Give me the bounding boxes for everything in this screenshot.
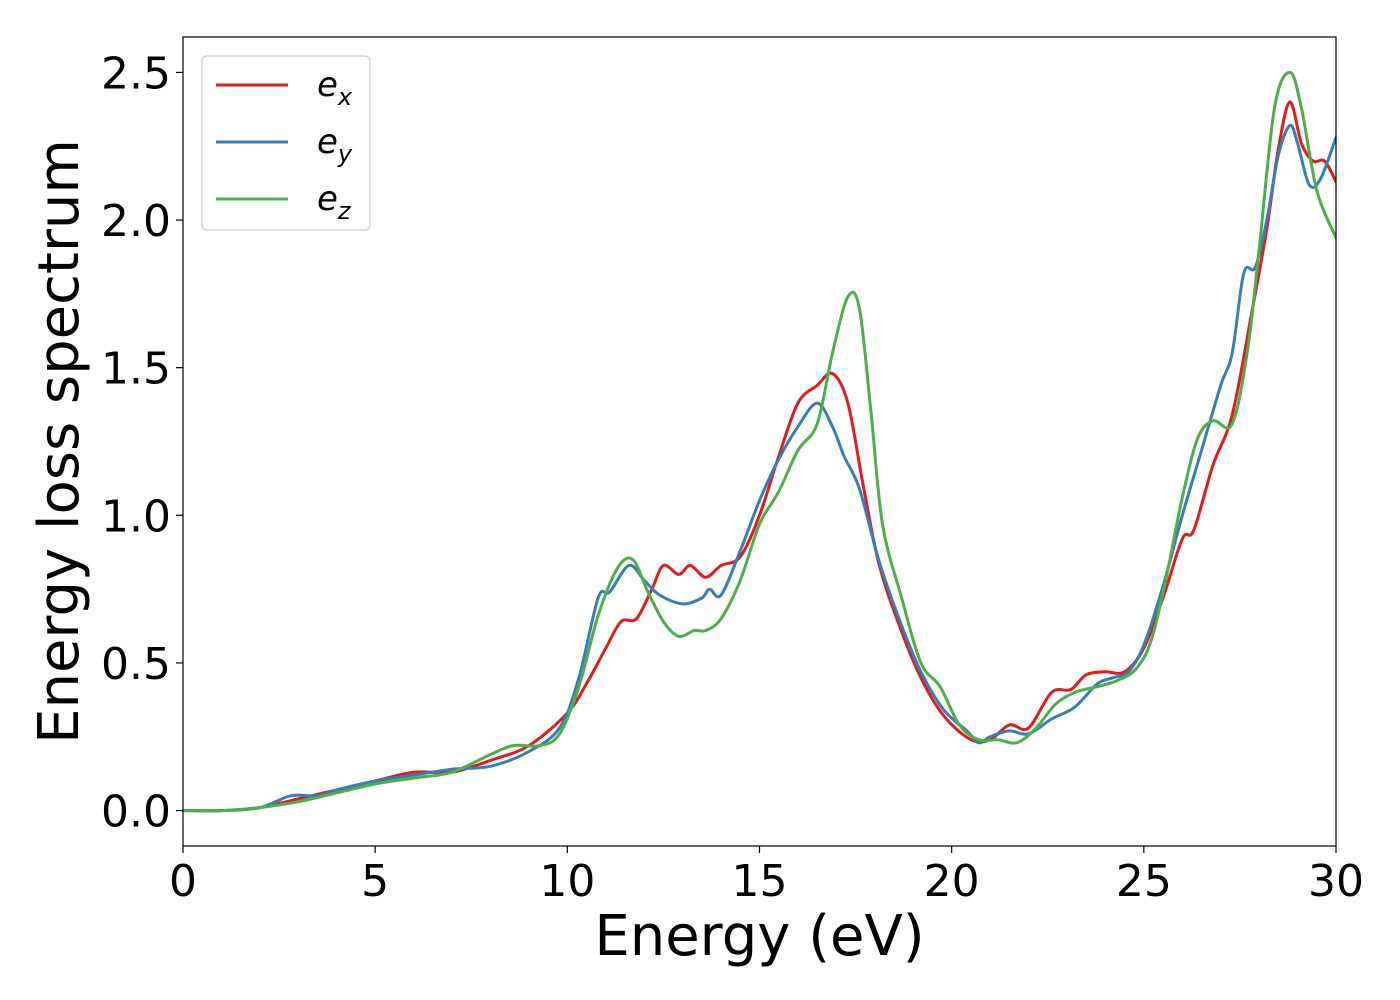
x-axis-ticks: 0 5 10 15 20 25 30	[169, 846, 1364, 907]
series-line-e-y	[183, 123, 1336, 813]
x-axis-label: Energy (eV)	[594, 904, 924, 969]
y-tick-label: 1.5	[101, 344, 171, 395]
y-tick-label: 2.5	[101, 48, 171, 99]
y-tick-label: 0.0	[101, 787, 171, 838]
series-line-e-x	[183, 100, 1336, 813]
x-tick-label: 20	[924, 856, 980, 907]
x-tick-label: 15	[732, 856, 788, 907]
series-layer	[183, 70, 1336, 813]
y-axis-label: Energy loss spectrum	[27, 139, 92, 744]
y-tick-label: 2.0	[101, 196, 171, 247]
y-axis-ticks: 0.0 0.5 1.0 1.5 2.0 2.5	[101, 48, 183, 838]
y-tick-label: 1.0	[101, 491, 171, 542]
series-line-e-z	[183, 70, 1336, 813]
x-tick-label: 25	[1116, 856, 1172, 907]
x-tick-label: 0	[169, 856, 197, 907]
legend-entry: ez	[317, 179, 352, 225]
legend: ex ey ez	[201, 55, 371, 231]
x-tick-label: 30	[1308, 856, 1364, 907]
y-tick-label: 0.5	[101, 639, 171, 690]
legend-entry: ey	[317, 122, 353, 168]
legend-entry: ex	[317, 65, 353, 111]
x-tick-label: 5	[361, 856, 389, 907]
x-tick-label: 10	[539, 856, 595, 907]
